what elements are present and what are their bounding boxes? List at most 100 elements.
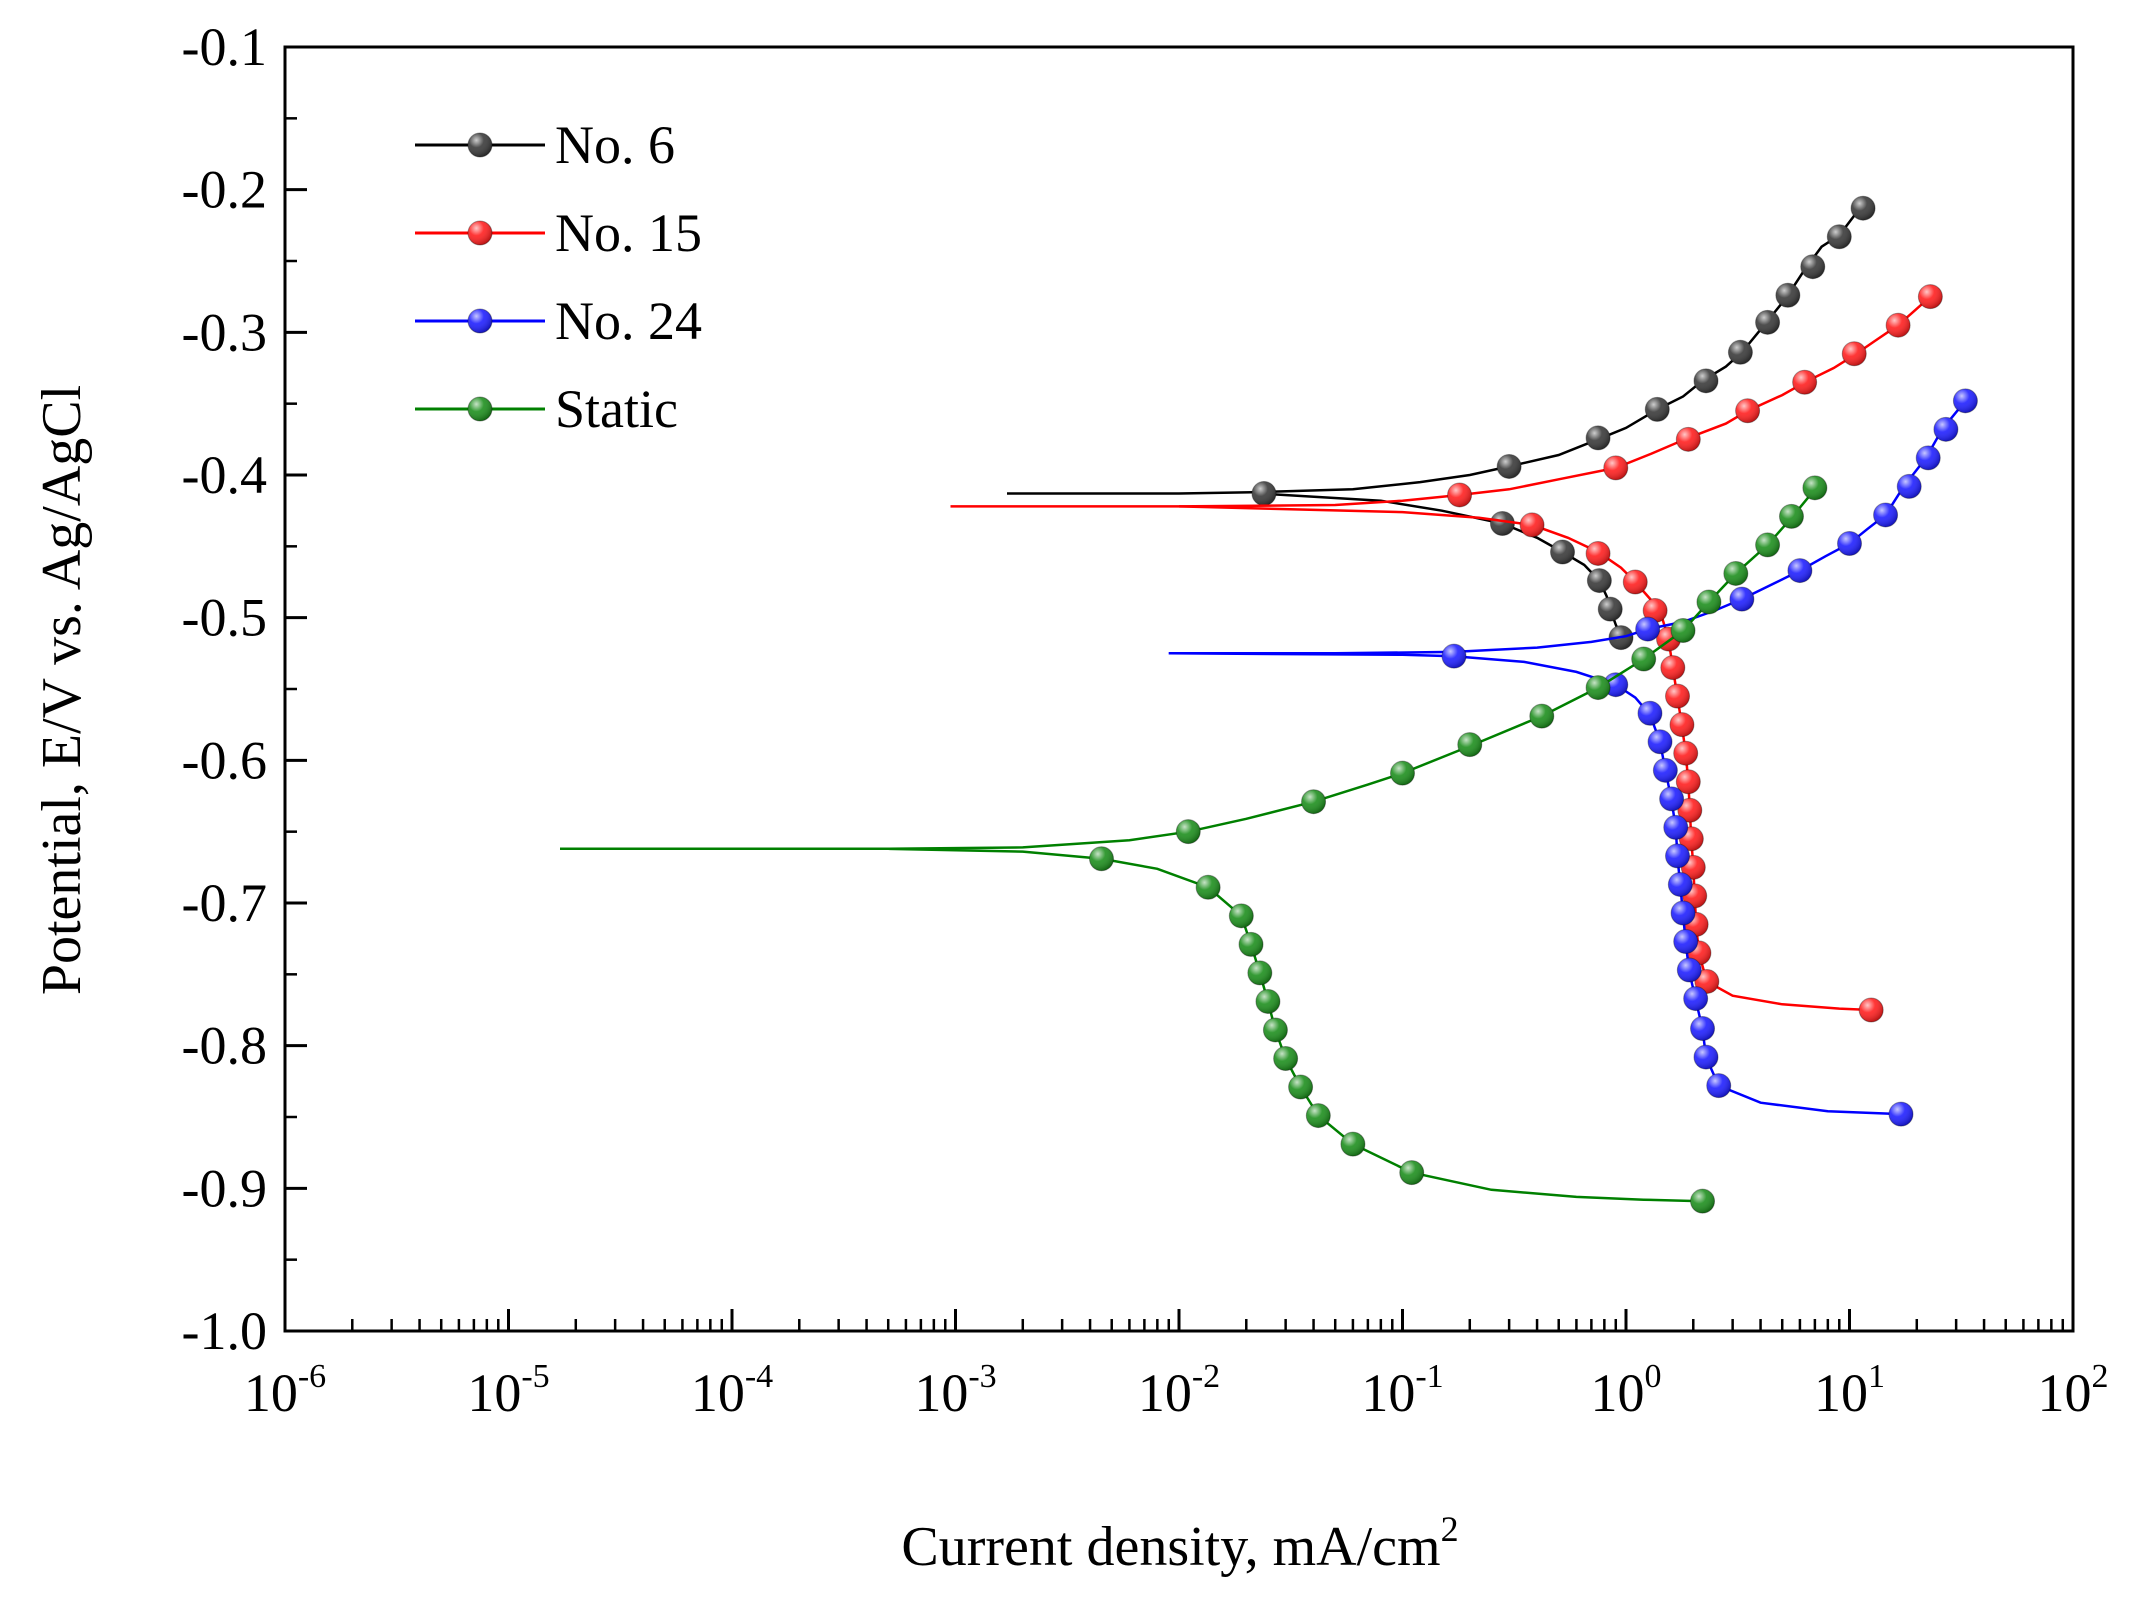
marker-highlight <box>1447 482 1472 507</box>
marker-highlight <box>1399 1160 1424 1185</box>
x-tick-label: 101 <box>1814 1358 1885 1423</box>
cathodic-data-point <box>1637 700 1663 726</box>
cathodic-data-point <box>1586 568 1612 594</box>
anodic-data-point <box>1390 760 1415 786</box>
marker-highlight <box>1677 798 1702 823</box>
marker-highlight <box>1693 368 1718 393</box>
y-tick-label: -0.1 <box>182 17 267 77</box>
y-axis-title: Potential, E/V vs. Ag/AgCl <box>31 385 93 995</box>
cathodic-data-point <box>1690 1016 1716 1042</box>
marker-highlight <box>1889 1102 1914 1127</box>
cathodic-data-point <box>1305 1103 1331 1129</box>
anodic-branch-line <box>560 488 1816 851</box>
marker-highlight <box>1933 417 1958 442</box>
x-tick-exponent: 1 <box>1868 1358 1885 1395</box>
x-tick-base: 10 <box>914 1363 968 1423</box>
legend-item: No. 24 <box>415 291 702 351</box>
anodic-data-point <box>1917 284 1943 310</box>
x-tick-exponent: -1 <box>1415 1358 1443 1395</box>
x-tick-exponent: -2 <box>1192 1358 1220 1395</box>
x-tick-exponent: 0 <box>1645 1358 1662 1395</box>
marker-highlight <box>1490 511 1515 536</box>
x-tick-base: 10 <box>244 1363 298 1423</box>
marker-highlight <box>1696 589 1721 614</box>
marker-highlight <box>1176 819 1201 844</box>
anodic-data-point <box>1735 398 1761 424</box>
marker-highlight <box>1520 512 1545 537</box>
marker-highlight <box>468 397 492 421</box>
x-tick-base: 10 <box>1814 1363 1868 1423</box>
anodic-data-point <box>1447 482 1473 508</box>
legend-swatch-marker <box>467 308 493 334</box>
cathodic-data-point <box>1597 596 1623 622</box>
marker-highlight <box>1953 388 1978 413</box>
plot-frame <box>283 45 2075 1333</box>
anodic-data-point <box>1952 388 1978 414</box>
cathodic-data-point <box>1667 871 1693 897</box>
x-tick-base: 10 <box>467 1363 521 1423</box>
marker-highlight <box>1859 998 1884 1022</box>
marker-highlight <box>1663 815 1688 840</box>
x-tick-base: 10 <box>1361 1363 1415 1423</box>
marker-highlight <box>1775 283 1800 308</box>
cathodic-data-point <box>1340 1131 1366 1157</box>
anodic-data-point <box>1775 282 1801 308</box>
anodic-data-point <box>1850 195 1876 221</box>
legend-label: No. 6 <box>555 115 675 175</box>
x-tick-exponent: -3 <box>968 1358 996 1395</box>
marker-highlight <box>1603 672 1628 697</box>
marker-highlight <box>1550 540 1575 565</box>
marker-highlight <box>1659 786 1684 811</box>
marker-highlight <box>1842 341 1867 366</box>
series-no-24 <box>1168 388 1978 1127</box>
x-tick-label: 10-1 <box>1361 1358 1443 1423</box>
marker-highlight <box>1497 454 1522 479</box>
marker-highlight <box>1251 481 1276 506</box>
marker-highlight <box>1665 684 1690 709</box>
y-tick-label: -1.0 <box>182 1301 267 1361</box>
x-tick-base: 10 <box>1138 1363 1192 1423</box>
cathodic-data-point <box>1255 988 1281 1014</box>
axes-ticks <box>283 45 2075 1333</box>
cathodic-data-point <box>1676 957 1702 983</box>
marker-highlight <box>1273 1046 1298 1071</box>
anodic-data-point <box>1915 445 1941 471</box>
marker-highlight <box>1873 502 1898 527</box>
cathodic-data-point <box>1603 672 1629 698</box>
x-axis-title-text: Current density, mA/cm <box>901 1516 1440 1578</box>
marker-highlight <box>1587 568 1612 593</box>
anodic-data-point <box>1802 475 1828 501</box>
legend-label: Static <box>555 379 678 439</box>
y-tick-labels: -0.1 -0.2 -0.3 -0.4 -0.5 -0.6 -0.7 -0.8 -0.9 -1.0 <box>182 17 267 1361</box>
anodic-data-point <box>1696 589 1722 615</box>
anodic-data-point <box>1675 426 1701 452</box>
series-static <box>560 475 1828 1214</box>
marker-highlight <box>1390 761 1415 786</box>
anodic-data-point <box>1301 789 1327 815</box>
cathodic-data-point <box>1195 874 1221 900</box>
cathodic-data-point <box>1690 1188 1716 1214</box>
cathodic-data-point <box>1399 1160 1425 1186</box>
marker-highlight <box>1603 455 1628 480</box>
cathodic-data-point <box>1677 797 1703 823</box>
marker-highlight <box>1586 541 1611 566</box>
anodic-data-point <box>1727 339 1753 365</box>
anodic-data-point <box>1670 618 1696 644</box>
marker-highlight <box>1723 561 1748 586</box>
marker-highlight <box>1690 1189 1715 1214</box>
marker-highlight <box>1916 445 1941 470</box>
marker-highlight <box>1631 647 1656 672</box>
y-tick-label: -0.3 <box>182 302 267 362</box>
cathodic-data-point <box>1642 598 1668 624</box>
legend-item: No. 6 <box>415 115 675 175</box>
x-tick-label: 10-5 <box>467 1358 549 1423</box>
cathodic-data-point <box>1669 712 1695 738</box>
x-tick-label: 10-4 <box>691 1358 773 1423</box>
y-tick-label: -0.9 <box>182 1158 267 1218</box>
marker-highlight <box>468 221 492 245</box>
marker-highlight <box>468 309 492 333</box>
marker-highlight <box>1671 618 1696 643</box>
anodic-data-point <box>1755 309 1781 335</box>
marker-highlight <box>1827 224 1852 249</box>
